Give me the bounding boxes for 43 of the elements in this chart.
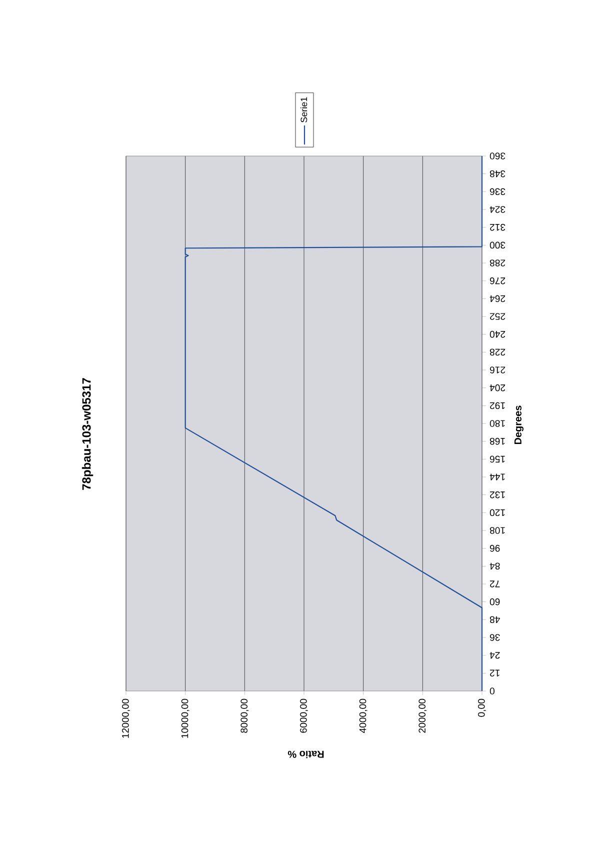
y-tick-label: 84 [490,562,500,570]
y-tick-label: 168 [490,438,505,445]
y-tick-label: 348 [490,170,506,178]
line-series [184,155,483,692]
y-tick-label: 72 [490,580,500,588]
y-tick-label: 48 [490,616,500,624]
y-tick-label: 180 [490,420,505,427]
y-tick-label: 36 [490,634,500,641]
y-tick-label: 144 [490,474,505,480]
y-tick-label: 264 [490,295,506,302]
y-tick-label: 156 [490,456,505,463]
x-axis-title: Ratio % [288,750,324,758]
x-tick-label: 12000,00 [122,698,130,738]
y-tick-label: 132 [490,491,505,498]
y-axis-title: Degrees [514,406,524,444]
y-tick-label: 96 [490,544,500,552]
y-tick-label: 216 [490,366,506,374]
x-tick-label: 4000,00 [359,698,368,734]
y-tick-label: 228 [490,348,506,356]
y-tick-label: 192 [490,402,505,410]
text: 78pbau-103-w05317 [82,378,94,490]
text: Serie1 [300,97,308,122]
y-tick-label: 300 [490,242,506,249]
y-tick-label: 324 [490,206,506,213]
y-tick-label: 120 [490,509,505,516]
y-tick-label: 24 [490,652,500,659]
y-tick-label: 12 [490,670,500,677]
y-tick-label: 252 [490,313,506,320]
x-tick-label: 10000,00 [181,698,190,738]
y-tick-label: 108 [490,527,505,534]
y-tick-label: 276 [490,277,506,284]
y-tick-label: 360 [490,152,506,160]
y-tick-label: 336 [490,188,506,196]
x-tick-label: 8000,00 [240,698,249,733]
y-tick-label: 204 [490,384,506,392]
y-tick-label: 240 [490,330,506,338]
y-tick-label: 60 [490,598,500,606]
x-tick-label: 6000,00 [300,698,308,733]
y-tick-label: 0 [490,688,494,694]
y-tick-label: 288 [490,260,506,266]
x-tick-label: 0,00 [478,698,486,717]
x-tick-label: 2000,00 [418,698,427,733]
y-tick-label: 312 [490,224,506,231]
